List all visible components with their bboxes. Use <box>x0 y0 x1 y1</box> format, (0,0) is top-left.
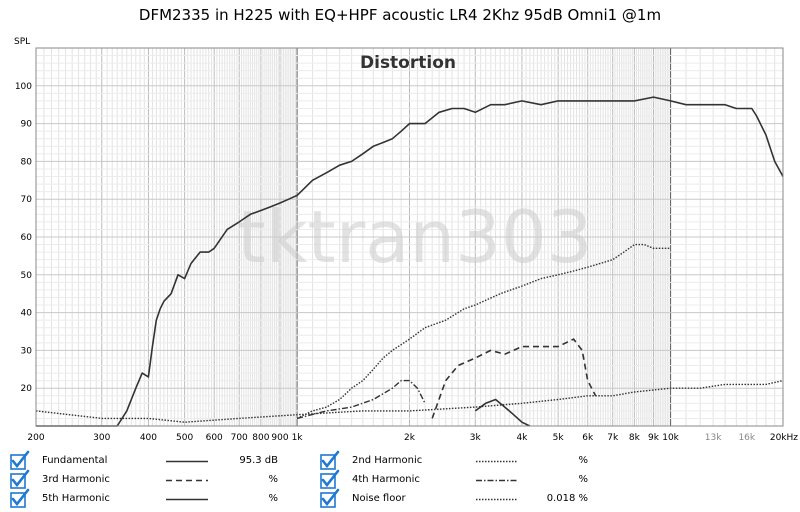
series-line-5th-harmonic <box>474 398 531 427</box>
checkbox-checked-icon[interactable] <box>8 469 30 491</box>
x-tick-label: 16k <box>738 433 755 443</box>
x-tick-label: 600 <box>206 433 223 443</box>
checkbox-checked-icon[interactable] <box>8 450 30 472</box>
legend-value: % <box>578 455 588 466</box>
legend-line-sample <box>166 479 208 482</box>
legend-value: 0.018 % <box>546 493 588 504</box>
legend-value: % <box>578 474 588 485</box>
chart-title: DFM2335 in H225 with EQ+HPF acoustic LR4… <box>138 6 662 24</box>
series-line-fundamental <box>36 96 784 427</box>
x-tick-labels: 200 300 400 500 600 700 800 900 1k 2k 3k 4k 5k 6k 7k 8k… <box>27 433 798 443</box>
legend-label: Fundamental <box>42 455 108 466</box>
y-tick-labels: 20 30 40 50 60 70 80 90 100 <box>15 82 32 394</box>
checkbox-checked-icon[interactable] <box>318 450 340 472</box>
x-tick-label: 20kHz <box>770 433 798 443</box>
legend-line-sample <box>476 479 518 482</box>
x-tick-label: 4k <box>516 433 528 443</box>
legend-label: 3rd Harmonic <box>42 474 110 485</box>
checkbox-checked-icon[interactable] <box>318 488 340 510</box>
x-tick-label: 300 <box>93 433 110 443</box>
x-tick-label: 8k <box>629 433 641 443</box>
chart-subtitle: Distortion <box>360 53 456 73</box>
x-tick-label: 800 <box>252 433 269 443</box>
series-curves <box>35 96 784 427</box>
legend-value: 95.3 dB <box>239 455 278 466</box>
x-tick-label: 900 <box>271 433 288 443</box>
legend-item[interactable]: 4th Harmonic% <box>318 469 618 491</box>
checkbox-checked-icon[interactable] <box>318 469 340 491</box>
y-tick-label: 40 <box>21 309 33 319</box>
legend-label: 5th Harmonic <box>42 493 110 504</box>
x-tick-label: 500 <box>176 433 193 443</box>
y-tick-label: 90 <box>21 120 33 130</box>
legend-value: % <box>268 474 278 485</box>
y-axis-label: SPL <box>14 37 30 47</box>
legend-item[interactable]: 2nd Harmonic% <box>318 450 618 472</box>
watermark: tktran303 <box>238 195 593 279</box>
x-tick-label: 200 <box>27 433 44 443</box>
distortion-chart: tktran303 Distortion SPL 20 30 40 50 60 70 80 9… <box>14 37 798 443</box>
series-line-noise-floor <box>35 379 784 423</box>
legend-label: Noise floor <box>352 493 406 504</box>
legend-line-sample <box>166 460 208 463</box>
x-tick-label: 700 <box>231 433 248 443</box>
legend-item[interactable]: Noise floor 0.018 % <box>318 488 618 510</box>
x-tick-label: 3k <box>470 433 482 443</box>
legend-value: % <box>268 493 278 504</box>
grid <box>35 47 783 427</box>
checkbox-checked-icon[interactable] <box>8 488 30 510</box>
legend-item[interactable]: 5th Harmonic% <box>8 488 308 510</box>
y-tick-label: 30 <box>21 346 33 356</box>
plot-frame <box>35 47 784 427</box>
legend-line-sample <box>476 498 518 501</box>
x-tick-label: 10k <box>662 433 679 443</box>
legend-line-sample <box>166 498 208 501</box>
series-line-4th-harmonic <box>296 379 426 420</box>
legend-item[interactable]: 3rd Harmonic% <box>8 469 308 491</box>
y-tick-label: 80 <box>21 157 33 167</box>
y-tick-label: 70 <box>21 195 33 205</box>
x-tick-label: 9k <box>648 433 660 443</box>
x-tick-label: 6k <box>582 433 594 443</box>
legend-item[interactable]: Fundamental 95.3 dB <box>8 450 308 472</box>
y-tick-label: 100 <box>15 82 32 92</box>
y-tick-label: 60 <box>21 233 33 243</box>
x-tick-label: 5k <box>553 433 565 443</box>
y-tick-label: 20 <box>21 384 33 394</box>
x-tick-label: 7k <box>607 433 619 443</box>
legend-line-sample <box>476 460 518 463</box>
legend-label: 2nd Harmonic <box>352 455 423 466</box>
legend-label: 4th Harmonic <box>352 474 420 485</box>
legend: Fundamental 95.3 dB 2nd Harmonic% 3rd Harmo… <box>0 449 800 512</box>
x-tick-label: 1k <box>292 433 304 443</box>
x-tick-label: 400 <box>140 433 157 443</box>
y-tick-label: 50 <box>21 271 33 281</box>
x-tick-label: 2k <box>404 433 416 443</box>
x-tick-label: 13k <box>705 433 722 443</box>
